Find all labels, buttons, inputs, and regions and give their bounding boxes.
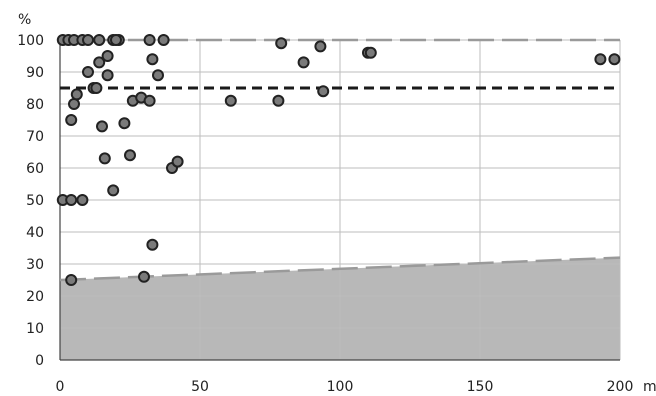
data-point-20 — [70, 88, 83, 101]
data-point-44 — [317, 85, 330, 98]
data-points — [56, 34, 621, 286]
x-tick-label-200: 200 — [607, 379, 634, 395]
data-point-15 — [101, 50, 114, 62]
data-point-48 — [608, 53, 621, 66]
x-unit-label: m — [643, 379, 656, 395]
y-tick-label-10: 10 — [26, 321, 44, 337]
y-tick-label-100: 100 — [17, 33, 44, 49]
data-point-43 — [314, 40, 327, 53]
data-point-11 — [82, 66, 94, 78]
data-point-41 — [275, 37, 288, 50]
data-point-25 — [143, 94, 156, 107]
data-point-13 — [90, 82, 103, 94]
data-point-16 — [101, 69, 114, 82]
data-point-22 — [118, 117, 131, 130]
data-point-35 — [107, 184, 120, 197]
y-tick-label-50: 50 — [26, 193, 44, 209]
y-tick-label-60: 60 — [26, 161, 44, 177]
y-tick-label-90: 90 — [26, 65, 44, 81]
data-point-34 — [76, 194, 89, 206]
y-unit-label: % — [18, 12, 31, 28]
data-point-37 — [138, 270, 150, 283]
data-point-39 — [224, 94, 237, 107]
y-tick-label-0: 0 — [35, 353, 44, 369]
data-point-5 — [82, 34, 94, 46]
y-tick-label-20: 20 — [26, 289, 44, 305]
data-point-18 — [65, 114, 78, 126]
y-tick-label-70: 70 — [26, 129, 44, 145]
data-point-38 — [65, 274, 78, 286]
data-point-31 — [171, 155, 184, 168]
data-point-27 — [152, 69, 164, 82]
y-tick-label-40: 40 — [26, 225, 44, 241]
x-tick-label-50: 50 — [191, 379, 209, 395]
data-point-19 — [68, 98, 80, 110]
x-tick-label-100: 100 — [327, 379, 354, 395]
data-point-10 — [157, 34, 170, 46]
data-point-6 — [93, 34, 106, 46]
x-tick-label-0: 0 — [56, 379, 65, 395]
x-tick-label-150: 150 — [467, 379, 494, 395]
data-point-47 — [594, 53, 607, 66]
data-point-28 — [98, 152, 111, 165]
y-tick-label-30: 30 — [26, 257, 44, 273]
data-point-42 — [297, 56, 310, 69]
data-point-40 — [272, 94, 285, 107]
data-point-29 — [124, 149, 136, 162]
data-point-36 — [146, 238, 159, 251]
data-point-17 — [110, 34, 122, 46]
data-point-33 — [65, 194, 78, 206]
y-tick-labels: 0 10 20 30 40 50 60 70 80 90 100 — [17, 33, 44, 369]
data-point-46 — [364, 46, 377, 59]
data-point-9 — [143, 34, 156, 46]
y-tick-label-80: 80 — [26, 97, 44, 113]
data-point-21 — [96, 120, 108, 133]
reference-line-3 — [59, 256, 621, 282]
x-tick-labels: 0 50 100 150 200 — [56, 379, 634, 395]
data-point-26 — [146, 53, 159, 66]
data-point-14 — [93, 56, 106, 69]
